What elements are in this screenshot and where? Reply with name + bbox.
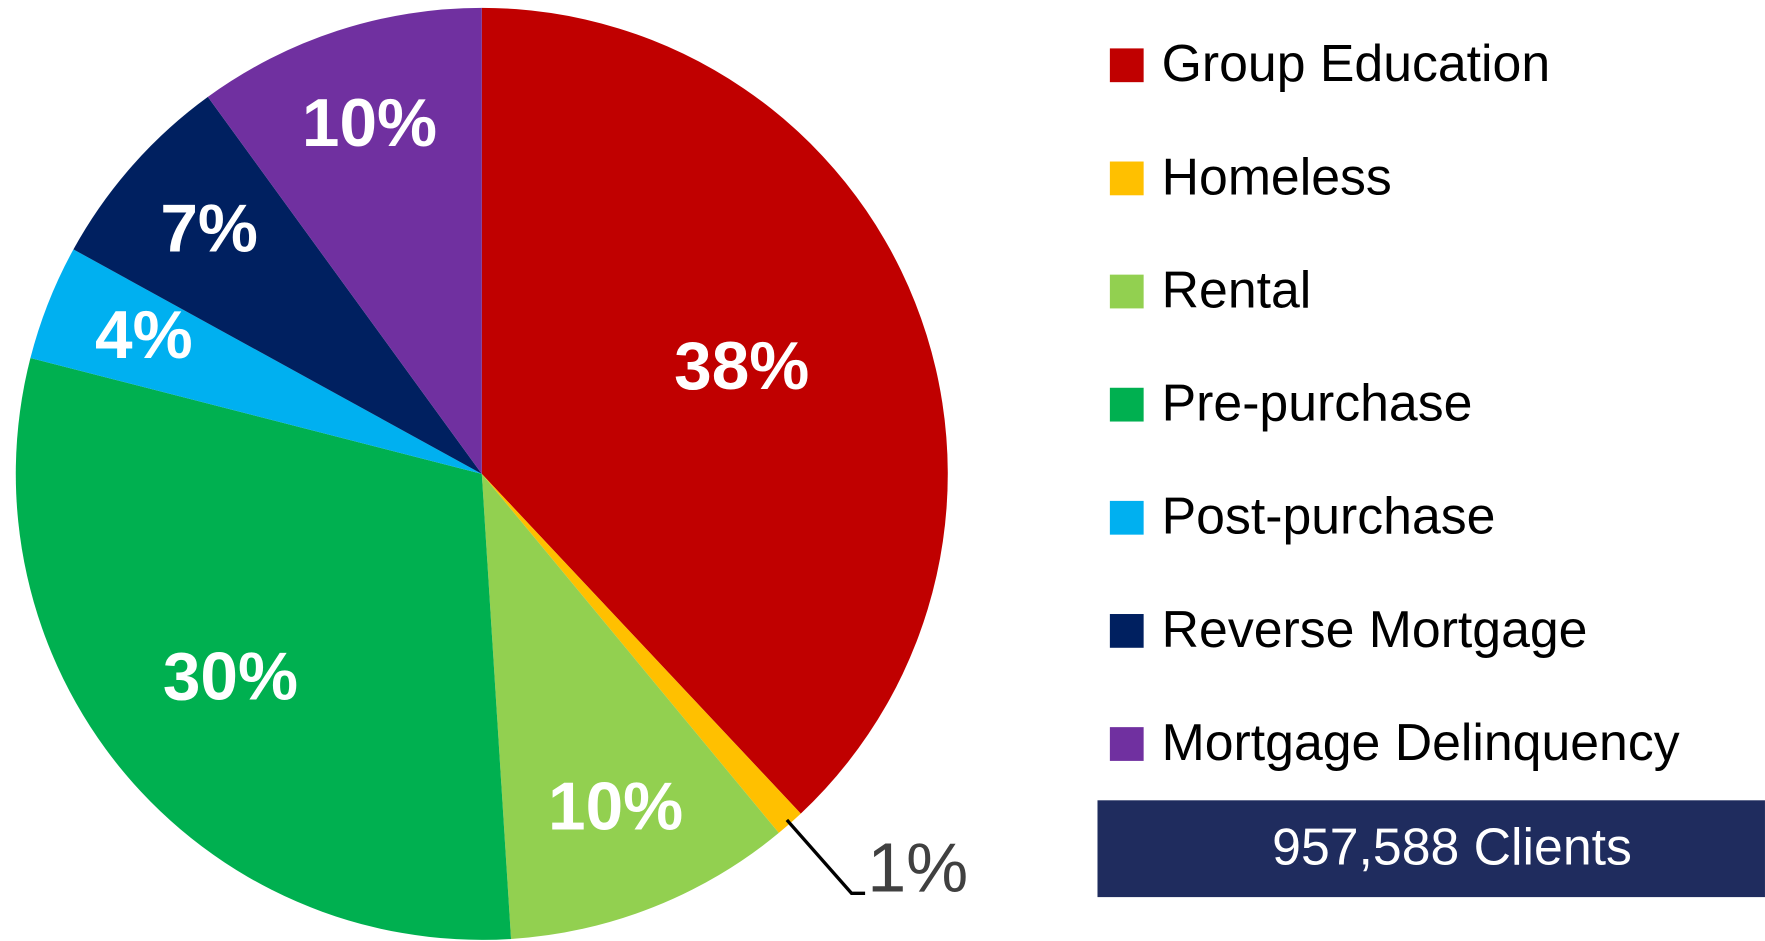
legend-label: Post-purchase xyxy=(1162,487,1496,545)
data-label: 1% xyxy=(867,829,968,907)
legend-swatch xyxy=(1109,274,1144,309)
legend-swatch xyxy=(1109,48,1144,83)
legend-label: Group Education xyxy=(1162,34,1551,92)
legend-swatch xyxy=(1109,500,1144,535)
legend-swatch xyxy=(1109,161,1144,196)
legend-label: Mortgage Delinquency xyxy=(1162,713,1680,771)
total-label: 957,588 Clients xyxy=(1272,818,1632,876)
legend-label: Homeless xyxy=(1162,147,1392,205)
total-box xyxy=(1097,800,1765,898)
pie-slice xyxy=(30,249,482,474)
data-label: 38% xyxy=(674,329,809,404)
legend-swatch xyxy=(1109,387,1144,422)
data-label: 4% xyxy=(95,298,193,373)
legend-swatch xyxy=(1109,614,1144,648)
pie-slice xyxy=(73,96,482,474)
pie-slice xyxy=(207,7,482,474)
pie-slice xyxy=(15,357,512,940)
pie-slice xyxy=(481,473,779,939)
data-label: 10% xyxy=(302,86,437,161)
data-label: 7% xyxy=(160,191,258,266)
legend-label: Reverse Mortgage xyxy=(1162,600,1588,658)
pie-slice xyxy=(481,7,948,814)
data-label: 10% xyxy=(548,770,683,845)
legend-label: Rental xyxy=(1162,260,1312,318)
legend-label: Pre-purchase xyxy=(1162,374,1473,432)
legend-swatch xyxy=(1109,727,1144,761)
pie-slice xyxy=(481,473,801,833)
leader-line xyxy=(785,818,866,896)
data-label: 30% xyxy=(163,640,298,715)
